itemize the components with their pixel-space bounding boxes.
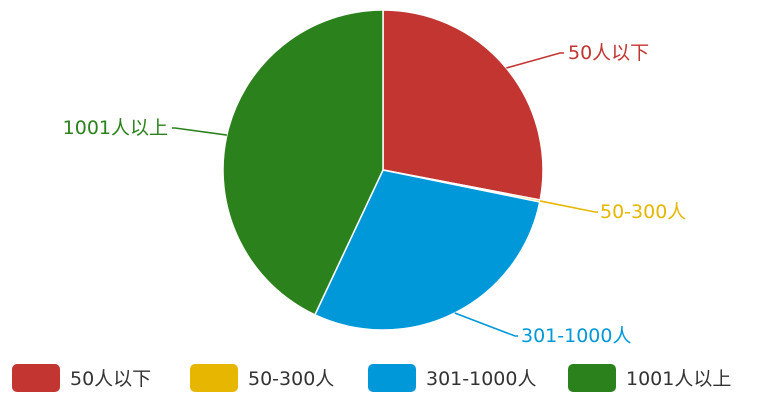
- slice-label-3: 301-1000人: [521, 325, 631, 347]
- slice-label-2: 50-300人: [600, 201, 686, 223]
- pie-slice-4[interactable]: [222, 9, 384, 316]
- slice-labels: 50人以下 50-300人 301-1000人 1001人以上: [63, 42, 687, 347]
- legend: 50人以下 50-300人 301-1000人 1001人以上: [12, 364, 731, 392]
- legend-item-4[interactable]: 1001人以上: [568, 364, 731, 392]
- legend-label-4: 1001人以上: [626, 368, 731, 390]
- legend-item-2[interactable]: 50-300人: [190, 364, 334, 392]
- label-leader-lines: [172, 52, 598, 337]
- leader-line-3: [454, 312, 518, 337]
- legend-swatch-4: [568, 364, 616, 392]
- legend-swatch-1: [12, 364, 60, 392]
- legend-label-3: 301-1000人: [426, 368, 536, 390]
- slice-label-1: 50人以下: [568, 42, 649, 64]
- legend-swatch-2: [190, 364, 238, 392]
- legend-swatch-3: [368, 364, 416, 392]
- pie-slice-3[interactable]: [313, 169, 541, 331]
- slice-label-4: 1001人以上: [63, 117, 168, 139]
- leader-line-1: [506, 52, 564, 69]
- legend-label-2: 50-300人: [248, 368, 334, 390]
- legend-item-3[interactable]: 301-1000人: [368, 364, 536, 392]
- legend-label-1: 50人以下: [70, 368, 151, 390]
- legend-item-1[interactable]: 50人以下: [12, 364, 151, 392]
- leader-line-2: [539, 200, 598, 213]
- pie-slices: [222, 9, 544, 331]
- pie-slice-1[interactable]: [382, 9, 544, 201]
- leader-line-4: [172, 127, 227, 136]
